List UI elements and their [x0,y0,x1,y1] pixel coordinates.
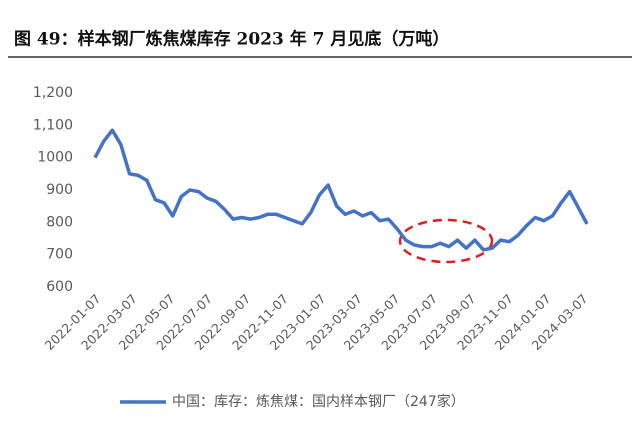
y-tick-label: 1,200 [33,85,73,101]
highlight-ellipse [398,218,494,264]
y-tick-label: 1,100 [33,117,73,133]
legend-label: 中国：库存：炼焦煤：国内样本钢厂（247家） [172,393,465,410]
y-tick-label: 1000 [37,150,73,166]
y-tick-label: 900 [46,182,73,198]
line-series [93,128,589,252]
y-tick-label: 800 [46,214,73,230]
y-tick-label: 700 [46,247,73,263]
chart-title: 图 49：样本钢厂炼焦煤库存 2023 年 7 月见底（万吨） [14,29,449,50]
y-tick-label: 600 [46,279,73,295]
